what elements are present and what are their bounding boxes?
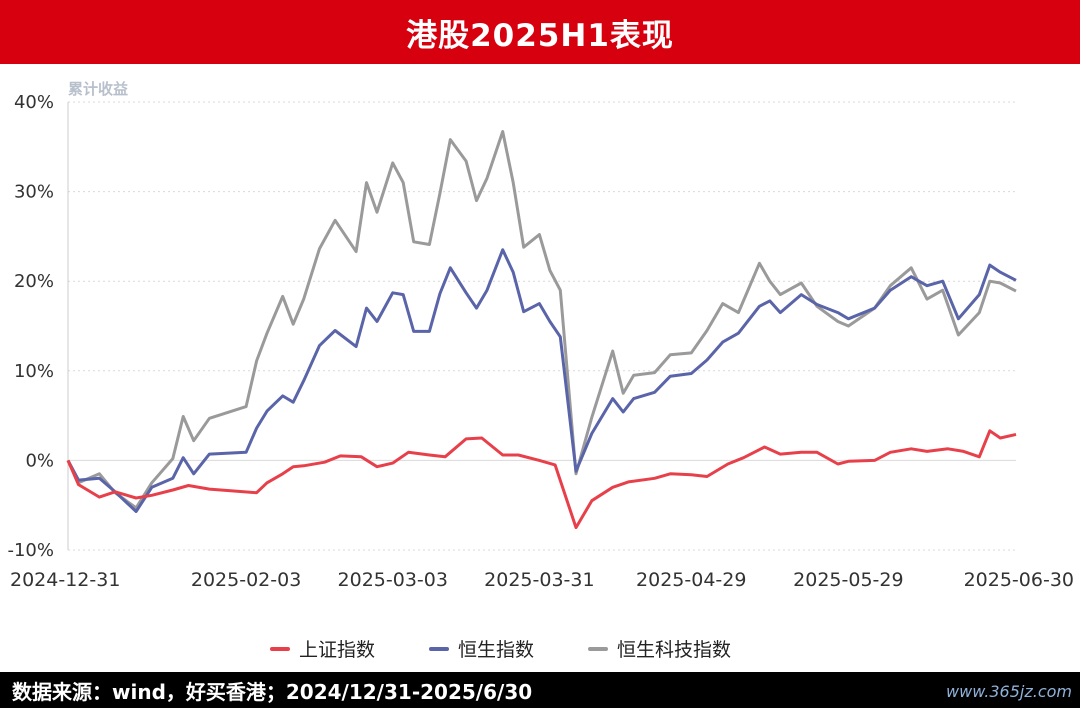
watermark: www.365jz.com <box>946 682 1072 701</box>
x-tick-label: 2024-12-31 <box>10 569 120 591</box>
y-tick-label: 0% <box>25 450 54 471</box>
page-title: 港股2025H1表现 <box>406 17 674 54</box>
y-tick-label: 30% <box>14 182 54 203</box>
x-tick-label: 2025-03-03 <box>338 569 448 591</box>
y-tick-label: 10% <box>14 361 54 382</box>
legend-label: 上证指数 <box>299 639 375 661</box>
x-tick-label: 2025-04-29 <box>636 569 746 591</box>
footer-bar: 数据来源：wind，好买香港；2024/12/31-2025/6/30 <box>0 672 1080 708</box>
line-chart: 累计收益 -10% 0% 10% 20% 30% 40% 2024-12-31 2025-0… <box>7 80 1074 661</box>
y-tick-label: 40% <box>14 92 54 113</box>
x-tick-label: 2025-03-31 <box>484 569 594 591</box>
y-tick-label: 20% <box>14 271 54 292</box>
y-tick-labels: -10% 0% 10% 20% 30% 40% <box>7 92 54 561</box>
y-axis-label: 累计收益 <box>68 80 128 98</box>
series-line-3 <box>66 130 1017 510</box>
legend-label: 恒生指数 <box>458 639 534 661</box>
grid-layer <box>67 101 1016 551</box>
y-tick-label: -10% <box>7 540 54 561</box>
legend-label: 恒生科技指数 <box>617 639 731 661</box>
x-tick-labels: 2024-12-31 2025-02-03 2025-03-03 2025-03-31… <box>10 569 1074 591</box>
x-tick-label: 2025-05-29 <box>793 569 903 591</box>
x-tick-label: 2025-02-03 <box>191 569 301 591</box>
chart-area: 累计收益 -10% 0% 10% 20% 30% 40% 2024-12-31 2025-0… <box>0 64 1080 672</box>
series-line-1 <box>66 429 1017 530</box>
series-line-2 <box>66 248 1017 513</box>
x-tick-label: 2025-06-30 <box>964 569 1074 591</box>
data-source-note: 数据来源：wind，好买香港；2024/12/31-2025/6/30 <box>12 679 533 704</box>
legend: 上证指数 恒生指数 恒生科技指数 <box>270 639 731 661</box>
header-bar: 港股2025H1表现 <box>0 0 1080 64</box>
series-layer <box>66 130 1017 530</box>
